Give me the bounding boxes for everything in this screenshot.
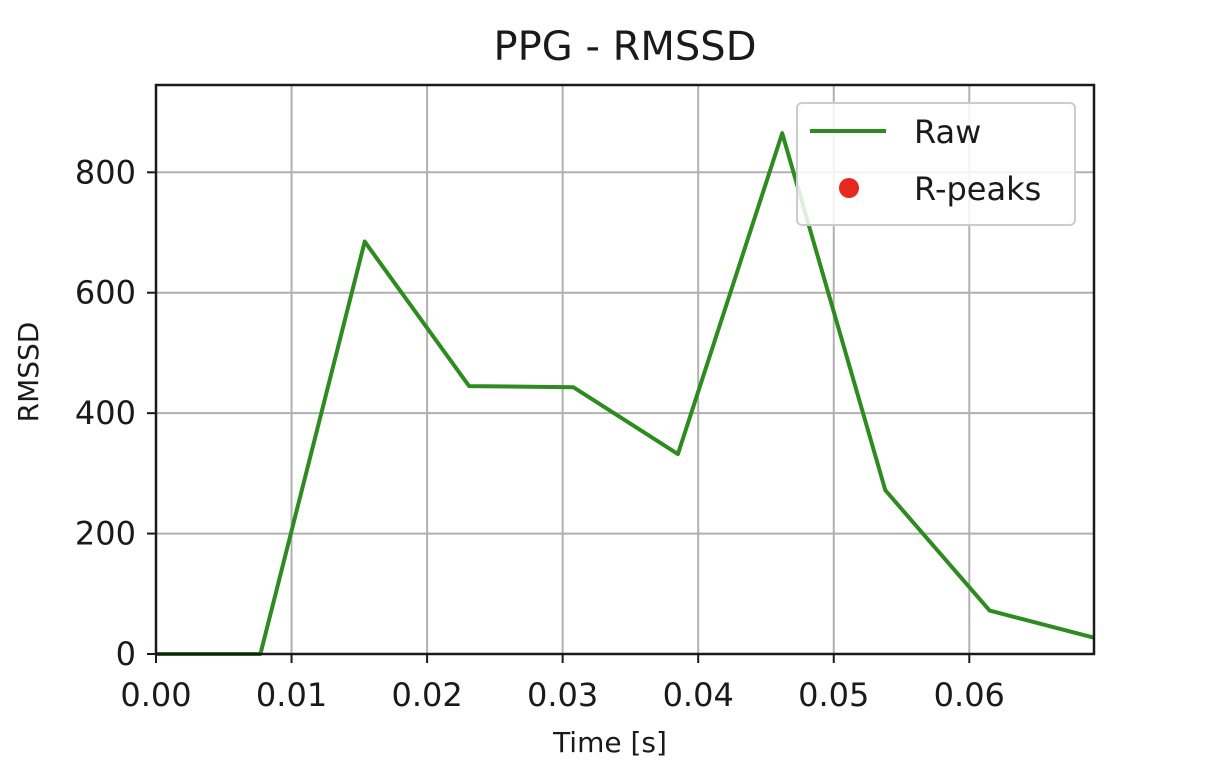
legend-label: R-peaks: [914, 170, 1041, 208]
x-tick-label: 0.04: [663, 676, 734, 714]
legend: Raw R-peaks: [796, 102, 1076, 226]
x-axis: 0.00 0.01 0.02 0.03 0.04 0.05 0.06: [120, 654, 1005, 714]
y-tick-label: 200: [75, 515, 136, 553]
x-tick-label: 0.05: [798, 676, 869, 714]
y-tick-label: 600: [75, 274, 136, 312]
chart-title: PPG - RMSSD: [494, 24, 757, 70]
y-tick-label: 400: [75, 394, 136, 432]
y-tick-label: 800: [75, 153, 136, 191]
x-tick-label: 0.02: [391, 676, 462, 714]
x-tick-label: 0.01: [256, 676, 327, 714]
legend-swatch-marker: [839, 178, 859, 198]
plot-frame: [154, 83, 1096, 656]
legend-label: Raw: [914, 113, 981, 151]
legend-box: [796, 102, 1076, 226]
x-tick-label: 0.00: [120, 676, 191, 714]
y-axis: 0 200 400 600 800: [75, 153, 156, 673]
series-line-raw: [156, 131, 1095, 656]
series-layer: [156, 131, 1095, 656]
y-axis-label: RMSSD: [12, 322, 45, 423]
x-tick-label: 0.06: [934, 676, 1005, 714]
y-tick-label: 0: [116, 635, 136, 673]
x-axis-label: Time [s]: [552, 726, 667, 759]
x-tick-label: 0.03: [527, 676, 598, 714]
